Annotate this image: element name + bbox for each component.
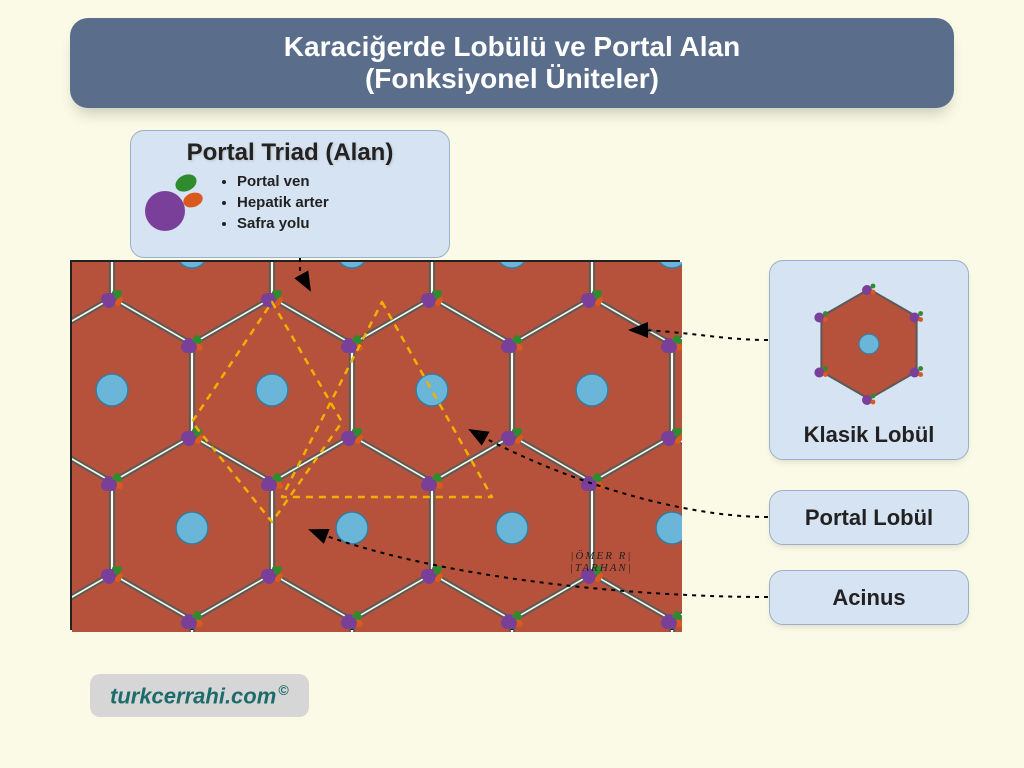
legend-item: Hepatik arter (237, 192, 329, 213)
portal-triad-icon (141, 173, 211, 233)
acinus-panel: Acinus (769, 570, 969, 625)
watermark: turkcerrahi.com© (90, 674, 309, 717)
portal-triad-legend: Portal Triad (Alan) Portal ven Hepatik a… (130, 130, 450, 258)
legend-list: Portal ven Hepatik arter Safra yolu (237, 171, 329, 234)
legend-title: Portal Triad (Alan) (141, 139, 439, 167)
title-line1: Karaciğerde Lobülü ve Portal Alan (70, 31, 954, 63)
figure-signature: |ÖMER R||TARHAN| (570, 550, 633, 574)
portal-lobul-label: Portal Lobül (805, 505, 933, 531)
klasik-lobul-icon (789, 282, 949, 412)
liver-lobule-diagram: |ÖMER R||TARHAN| (70, 260, 680, 630)
acinus-label: Acinus (832, 585, 905, 611)
portal-lobul-panel: Portal Lobül (769, 490, 969, 545)
legend-item: Safra yolu (237, 213, 329, 234)
legend-item: Portal ven (237, 171, 329, 192)
title-bar: Karaciğerde Lobülü ve Portal Alan (Fonks… (70, 18, 954, 108)
klasik-lobul-label: Klasik Lobül (804, 422, 935, 448)
klasik-lobul-panel: Klasik Lobül (769, 260, 969, 460)
title-line2: (Fonksiyonel Üniteler) (70, 63, 954, 95)
